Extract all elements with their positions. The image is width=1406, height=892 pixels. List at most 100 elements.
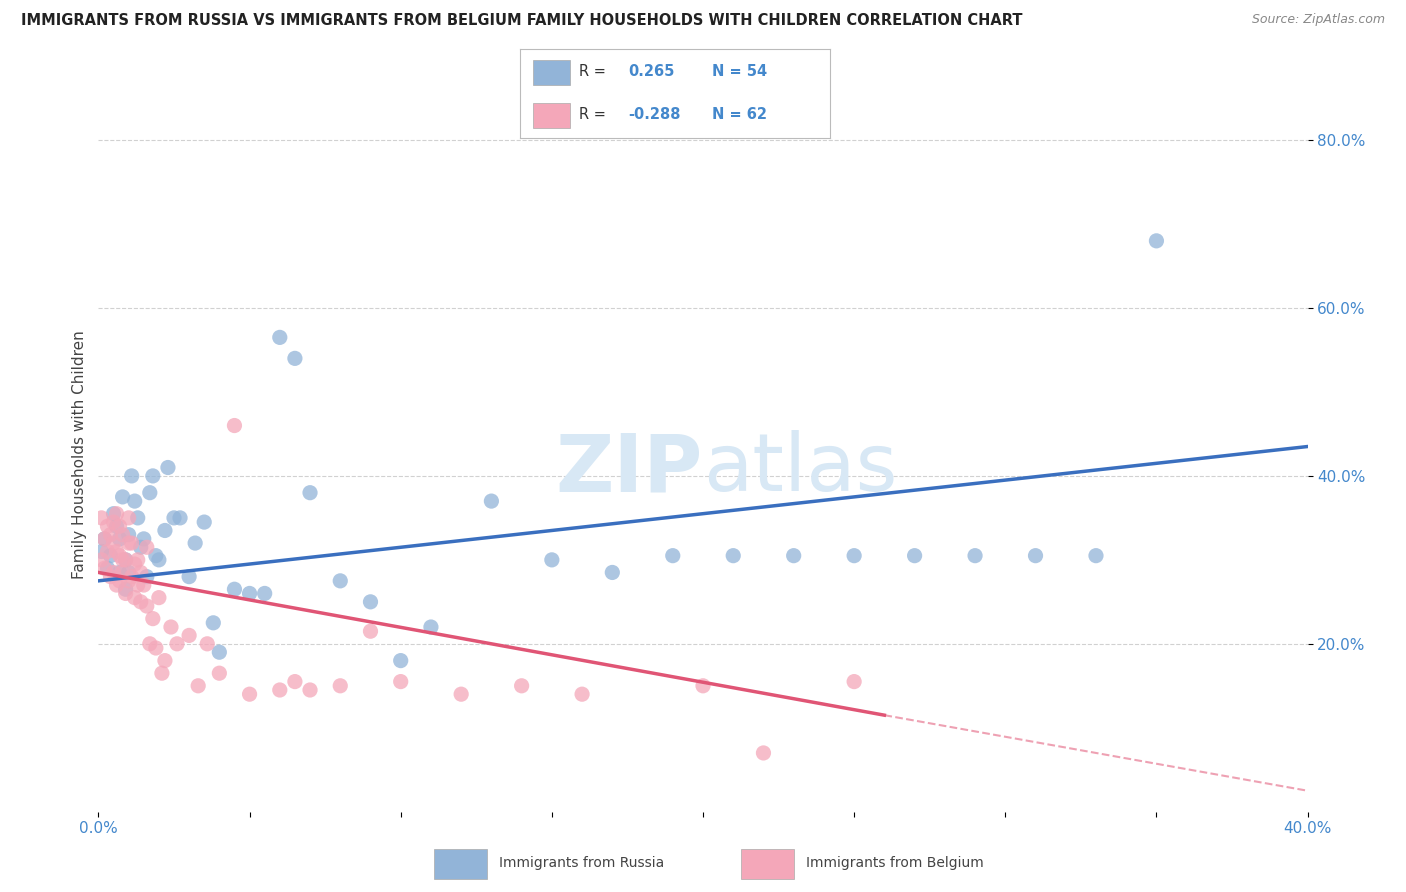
Point bbox=[239, 586, 262, 600]
Point bbox=[389, 654, 412, 668]
Point bbox=[103, 536, 125, 550]
Point bbox=[721, 549, 744, 563]
Point bbox=[269, 330, 291, 344]
Point bbox=[153, 524, 176, 538]
Point bbox=[153, 654, 176, 668]
Point bbox=[118, 574, 141, 588]
Point bbox=[121, 469, 143, 483]
Point bbox=[127, 511, 149, 525]
Point bbox=[90, 544, 112, 558]
Point bbox=[108, 574, 131, 588]
Point bbox=[202, 615, 225, 630]
Text: Source: ZipAtlas.com: Source: ZipAtlas.com bbox=[1251, 13, 1385, 27]
Point bbox=[96, 519, 118, 533]
Point bbox=[132, 532, 155, 546]
Point bbox=[145, 640, 167, 655]
Point bbox=[114, 553, 136, 567]
Point bbox=[193, 515, 215, 529]
Point bbox=[129, 595, 152, 609]
Text: 0.265: 0.265 bbox=[628, 64, 675, 79]
Point bbox=[224, 418, 246, 433]
Point bbox=[139, 485, 162, 500]
Point bbox=[135, 541, 157, 555]
Point bbox=[965, 549, 987, 563]
Point bbox=[135, 569, 157, 583]
Point bbox=[108, 519, 131, 533]
Point bbox=[360, 595, 382, 609]
Text: -0.288: -0.288 bbox=[628, 107, 681, 122]
Point bbox=[150, 666, 173, 681]
Point bbox=[118, 536, 141, 550]
Point bbox=[90, 511, 112, 525]
Point bbox=[111, 566, 134, 580]
Point bbox=[105, 544, 128, 558]
Point bbox=[844, 549, 866, 563]
Point bbox=[93, 561, 115, 575]
Point bbox=[782, 549, 804, 563]
Text: Immigrants from Russia: Immigrants from Russia bbox=[499, 856, 664, 870]
Point bbox=[602, 566, 624, 580]
Point bbox=[100, 549, 122, 563]
Point bbox=[1024, 549, 1046, 563]
Point bbox=[195, 637, 218, 651]
Text: R =: R = bbox=[579, 107, 606, 122]
Point bbox=[100, 527, 122, 541]
Point bbox=[114, 553, 136, 567]
Point bbox=[510, 679, 533, 693]
Point bbox=[124, 494, 146, 508]
Point bbox=[105, 578, 128, 592]
Point bbox=[208, 645, 231, 659]
Point bbox=[93, 532, 115, 546]
Point bbox=[389, 674, 412, 689]
Text: Immigrants from Belgium: Immigrants from Belgium bbox=[806, 856, 983, 870]
Point bbox=[142, 469, 165, 483]
Point bbox=[114, 586, 136, 600]
Point bbox=[105, 507, 128, 521]
FancyBboxPatch shape bbox=[533, 60, 569, 85]
Point bbox=[148, 553, 170, 567]
Point bbox=[135, 599, 157, 613]
Point bbox=[284, 674, 307, 689]
Point bbox=[329, 574, 352, 588]
Point bbox=[299, 485, 322, 500]
Point bbox=[111, 490, 134, 504]
Point bbox=[145, 549, 167, 563]
Point bbox=[844, 674, 866, 689]
Point bbox=[129, 566, 152, 580]
Point bbox=[571, 687, 593, 701]
Point bbox=[118, 511, 141, 525]
Point bbox=[108, 549, 131, 563]
Point bbox=[148, 591, 170, 605]
FancyBboxPatch shape bbox=[433, 849, 486, 879]
Point bbox=[177, 569, 201, 583]
Point bbox=[114, 582, 136, 597]
Point bbox=[121, 569, 143, 583]
Point bbox=[156, 460, 179, 475]
Point bbox=[105, 519, 128, 533]
Point bbox=[661, 549, 683, 563]
Point bbox=[129, 541, 152, 555]
Point bbox=[96, 561, 118, 575]
Point bbox=[103, 515, 125, 529]
Point bbox=[121, 536, 143, 550]
Text: N = 54: N = 54 bbox=[711, 64, 768, 79]
Point bbox=[118, 527, 141, 541]
Point bbox=[124, 557, 146, 571]
FancyBboxPatch shape bbox=[533, 103, 569, 128]
Point bbox=[224, 582, 246, 597]
Point bbox=[239, 687, 262, 701]
Point bbox=[208, 666, 231, 681]
Text: ZIP: ZIP bbox=[555, 430, 703, 508]
Point bbox=[299, 683, 322, 698]
Point bbox=[419, 620, 441, 634]
Point bbox=[108, 532, 131, 546]
Point bbox=[111, 527, 134, 541]
Point bbox=[93, 532, 115, 546]
Point bbox=[169, 511, 191, 525]
Point bbox=[132, 578, 155, 592]
Point bbox=[160, 620, 183, 634]
Point bbox=[904, 549, 927, 563]
Point bbox=[118, 566, 141, 580]
Text: IMMIGRANTS FROM RUSSIA VS IMMIGRANTS FROM BELGIUM FAMILY HOUSEHOLDS WITH CHILDRE: IMMIGRANTS FROM RUSSIA VS IMMIGRANTS FRO… bbox=[21, 13, 1022, 29]
Point bbox=[329, 679, 352, 693]
